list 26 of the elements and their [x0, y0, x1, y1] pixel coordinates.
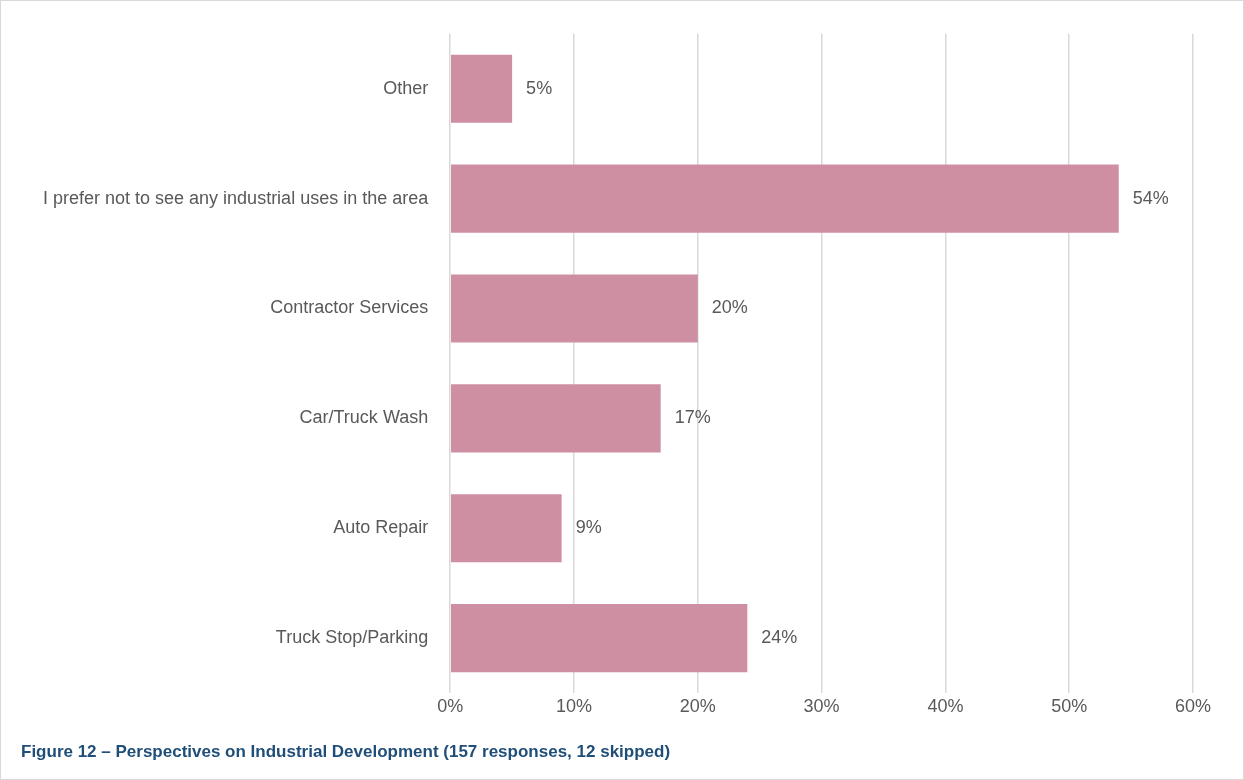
- bar: [450, 494, 562, 563]
- x-tick-label: 60%: [1174, 695, 1212, 716]
- y-tick-label: I prefer not to see any industrial uses in the area: [42, 187, 430, 208]
- bar: [450, 54, 513, 123]
- y-tick-label: Car/Truck Wash: [299, 407, 429, 428]
- bar: [450, 604, 748, 673]
- bar: [450, 164, 1119, 233]
- y-tick-label: Contractor Services: [270, 297, 429, 318]
- x-tick-label: 40%: [927, 695, 964, 716]
- data-label: 9%: [575, 517, 602, 538]
- x-tick-label: 50%: [1051, 695, 1088, 716]
- bar: [450, 274, 698, 343]
- x-tick-label: 30%: [803, 695, 840, 716]
- y-tick-label: Truck Stop/Parking: [275, 627, 429, 648]
- data-label: 20%: [711, 297, 748, 318]
- data-label: 17%: [674, 407, 711, 428]
- x-tick-label: 20%: [679, 695, 716, 716]
- data-label: 24%: [761, 627, 798, 648]
- bar: [450, 384, 661, 453]
- x-tick-label: 10%: [556, 695, 593, 716]
- y-tick-label: Other: [383, 77, 429, 98]
- data-label: 5%: [526, 77, 553, 98]
- x-tick-label: 0%: [437, 695, 464, 716]
- data-label: 54%: [1132, 187, 1169, 208]
- y-tick-label: Auto Repair: [333, 517, 429, 538]
- text: Figure 12 – Perspectives on Industrial Development (157 responses, 12 skipped): [21, 742, 671, 762]
